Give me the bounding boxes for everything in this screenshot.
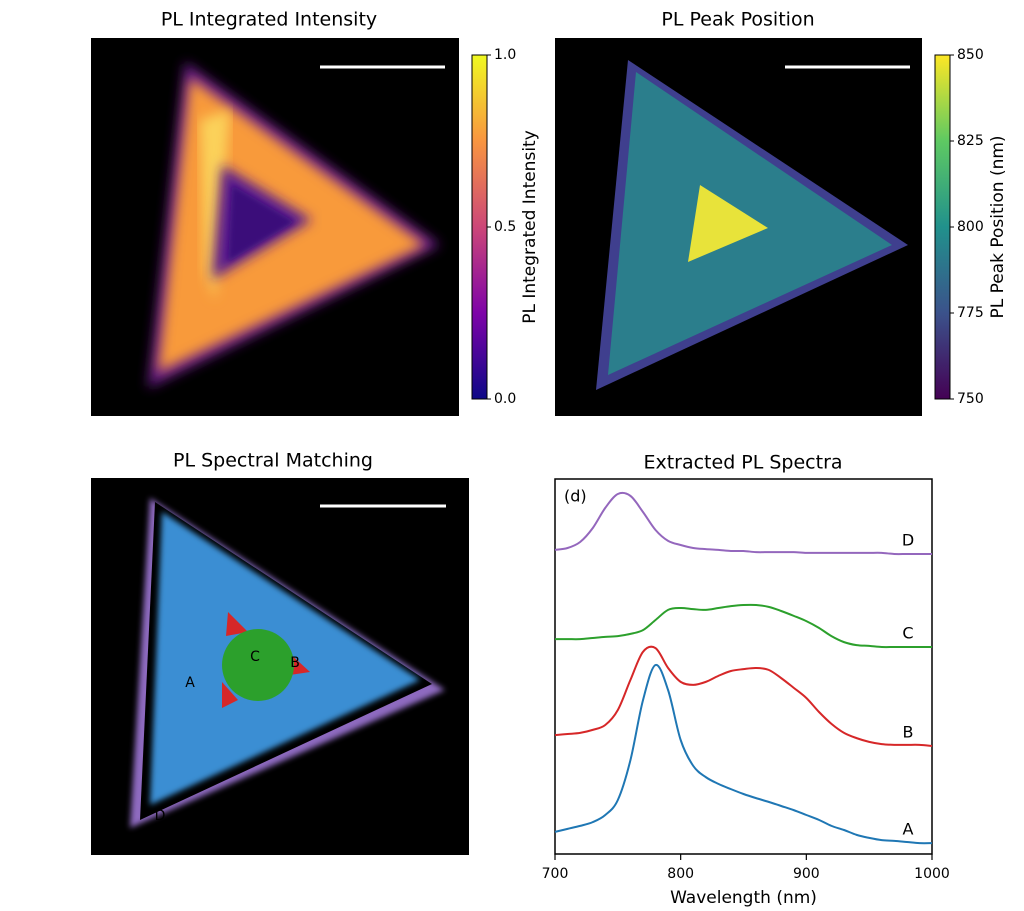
panel-label: (c) — [99, 487, 120, 506]
colorbar-tick-label: 850 — [957, 47, 984, 63]
spectral-matching-map — [91, 478, 469, 855]
series-label: D — [902, 531, 914, 550]
colorbar-label: PL Peak Position (nm) — [988, 135, 1008, 318]
panel-label: (b) — [563, 47, 586, 66]
colorbar-label: PL Integrated Intensity — [520, 130, 540, 324]
chart-title: PL Spectral Matching — [173, 450, 373, 472]
region-label: B — [290, 655, 300, 671]
region-label: A — [185, 675, 195, 691]
scale-bar-label: 25 µm — [362, 46, 404, 61]
colorbar-tick-label: 800 — [957, 219, 984, 235]
spectrum-line — [554, 663, 933, 845]
colorbar-tick-label: 1.0 — [494, 47, 516, 63]
x-tick-label: 800 — [667, 866, 694, 882]
chart-title: Extracted PL Spectra — [643, 452, 842, 474]
panel-label: (d) — [564, 487, 587, 506]
chart-title: PL Peak Position — [661, 9, 814, 31]
chart-title: PL Integrated Intensity — [161, 9, 377, 31]
colorbar-tick-label: 0.5 — [494, 219, 516, 235]
x-tick-label: 1000 — [914, 866, 950, 882]
x-axis-label: Wavelength (nm) — [670, 888, 817, 908]
spectrum-line — [554, 491, 932, 556]
colorbar — [934, 54, 951, 400]
peak-position-map — [555, 38, 922, 416]
region-label: D — [155, 808, 166, 824]
scale-bar-label: 25 µm — [362, 485, 404, 500]
series-label: B — [903, 723, 914, 742]
colorbar-tick-label: 0.0 — [494, 391, 516, 407]
spectrum-line — [555, 603, 932, 649]
x-tick-label: 700 — [542, 866, 569, 882]
plot-frame — [554, 478, 933, 855]
colorbar — [471, 54, 488, 400]
intensity-map — [91, 38, 459, 416]
spectrum-line — [554, 645, 933, 747]
colorbar-tick-label: 750 — [957, 391, 984, 407]
panel-label: (a) — [99, 47, 121, 66]
region-label: C — [250, 649, 260, 665]
series-label: A — [903, 820, 914, 839]
colorbar-tick-label: 775 — [957, 305, 984, 321]
colorbar-tick-label: 825 — [957, 133, 984, 149]
scale-bar-label: 25 µm — [827, 46, 869, 61]
x-tick-label: 900 — [793, 866, 820, 882]
series-label: C — [902, 624, 913, 643]
